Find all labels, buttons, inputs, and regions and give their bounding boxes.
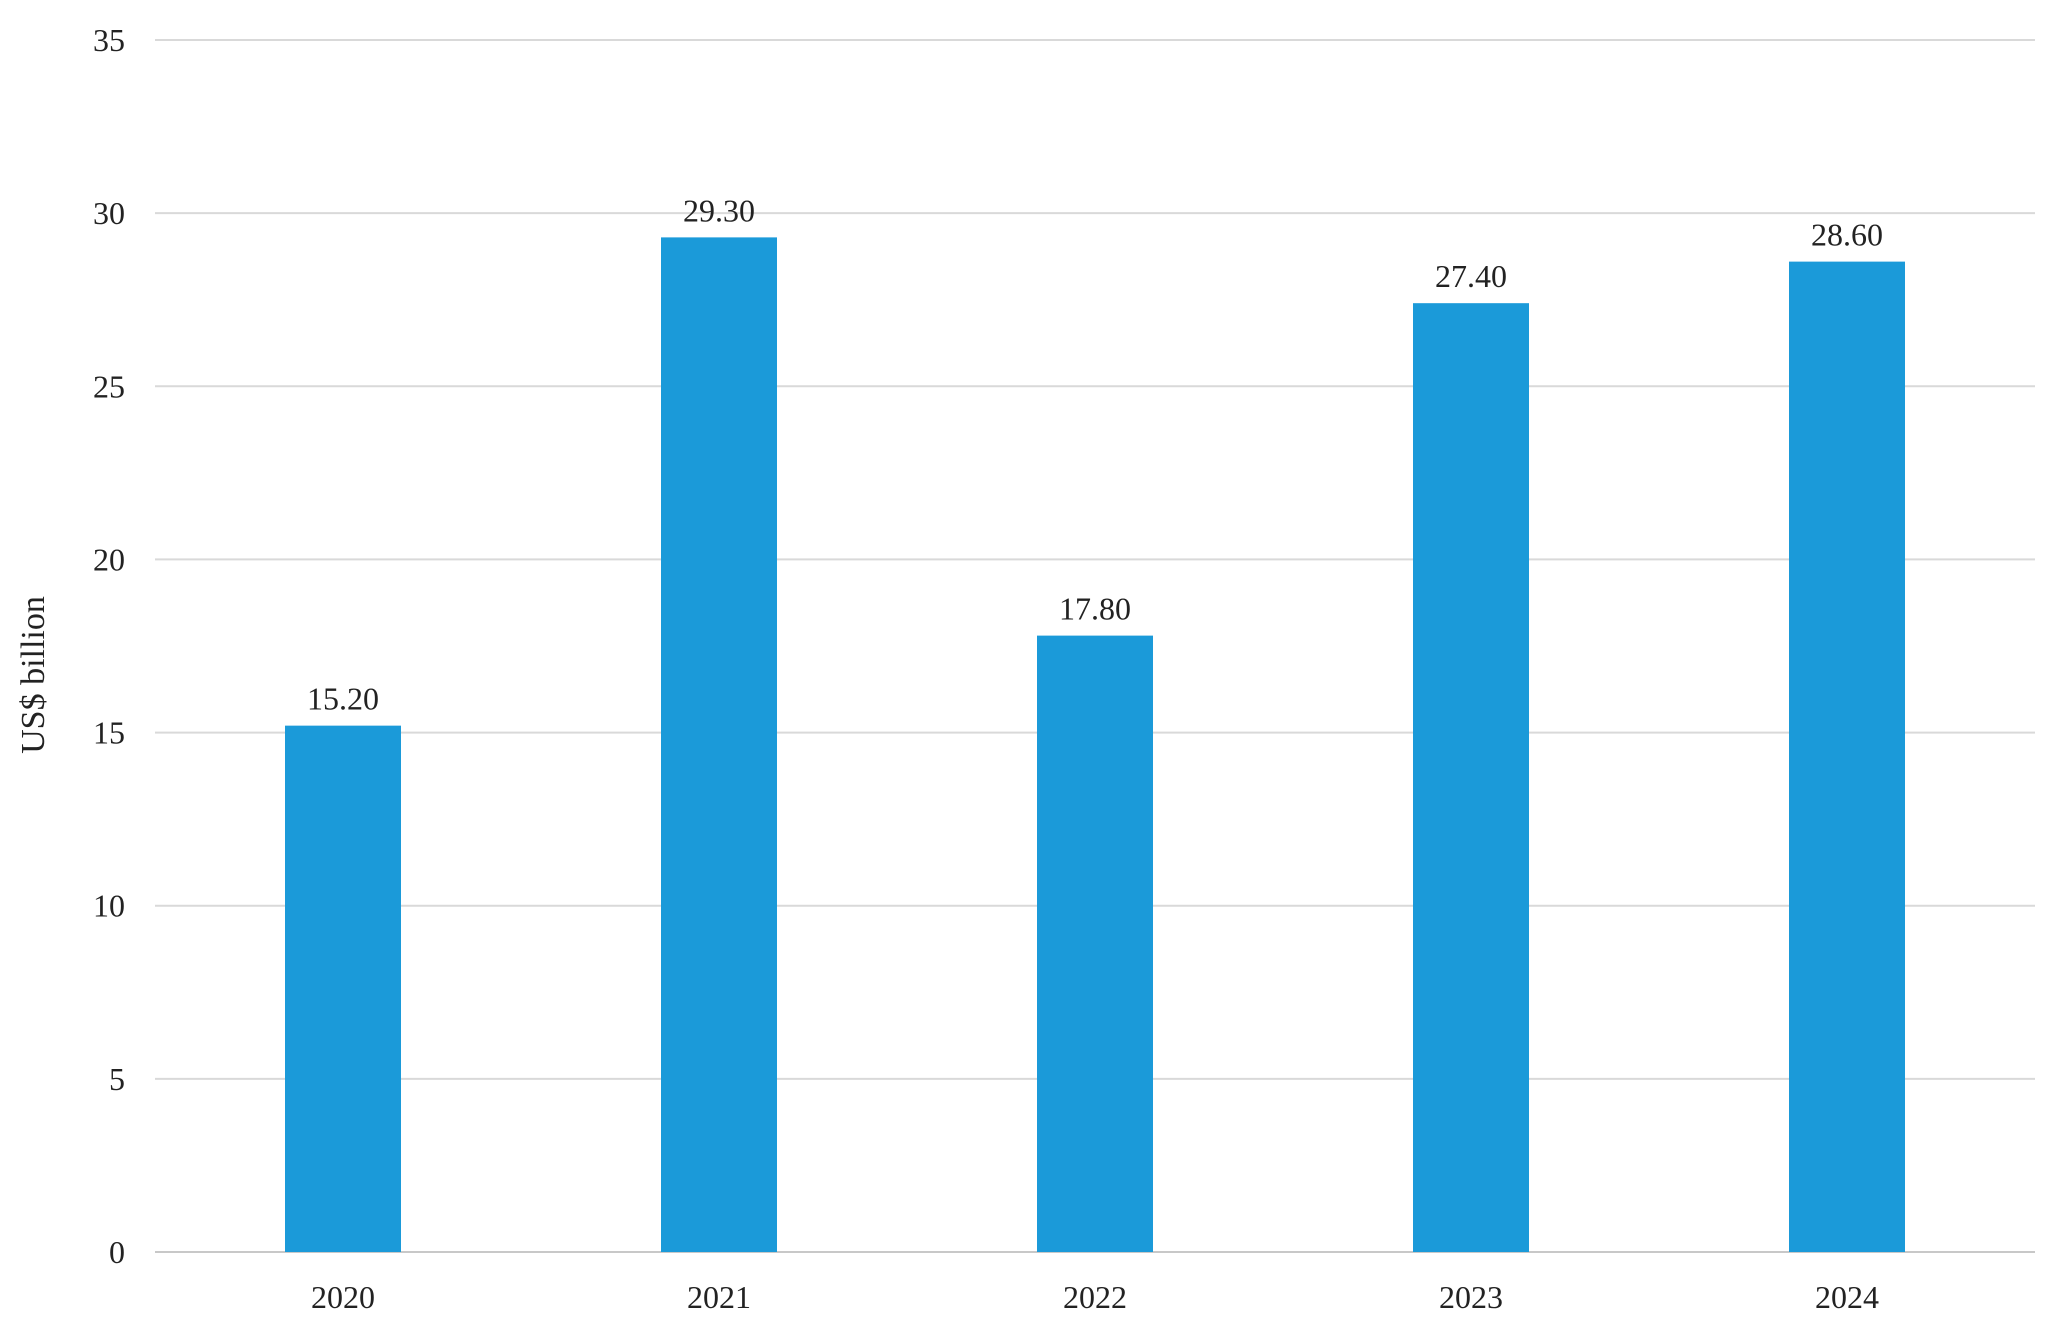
x-tick-label-2023: 2023 (1439, 1279, 1503, 1315)
bar-2024 (1789, 261, 1905, 1252)
x-tick-label-2022: 2022 (1063, 1279, 1127, 1315)
y-tick-label: 5 (109, 1061, 125, 1097)
y-tick-label: 30 (93, 195, 125, 231)
bar-2020 (285, 725, 401, 1252)
x-tick-label-2020: 2020 (311, 1279, 375, 1315)
data-label-2024: 28.60 (1811, 217, 1883, 253)
bars (285, 237, 1905, 1253)
bar-2022 (1037, 635, 1153, 1252)
data-label-2022: 17.80 (1059, 591, 1131, 627)
y-tick-label: 35 (93, 22, 125, 58)
x-tick-label-2021: 2021 (687, 1279, 751, 1315)
bar-2021 (661, 237, 777, 1252)
y-axis-ticks: 0 5 10 15 20 25 30 35 (93, 22, 125, 1270)
data-label-2021: 29.30 (683, 192, 755, 228)
y-tick-label: 15 (93, 715, 125, 751)
data-labels: 15.20 29.30 17.80 27.40 28.60 (307, 192, 1883, 716)
bar-2023 (1413, 303, 1529, 1253)
y-tick-label: 20 (93, 541, 125, 577)
y-axis-title: US$ billion (15, 596, 52, 754)
y-tick-label: 10 (93, 888, 125, 924)
y-tick-label: 25 (93, 368, 125, 404)
data-label-2023: 27.40 (1435, 258, 1507, 294)
data-label-2020: 15.20 (307, 681, 379, 717)
x-tick-label-2024: 2024 (1815, 1279, 1879, 1315)
x-axis-ticks: 2020 2021 2022 2023 2024 (311, 1279, 1879, 1315)
y-tick-label: 0 (109, 1234, 125, 1270)
